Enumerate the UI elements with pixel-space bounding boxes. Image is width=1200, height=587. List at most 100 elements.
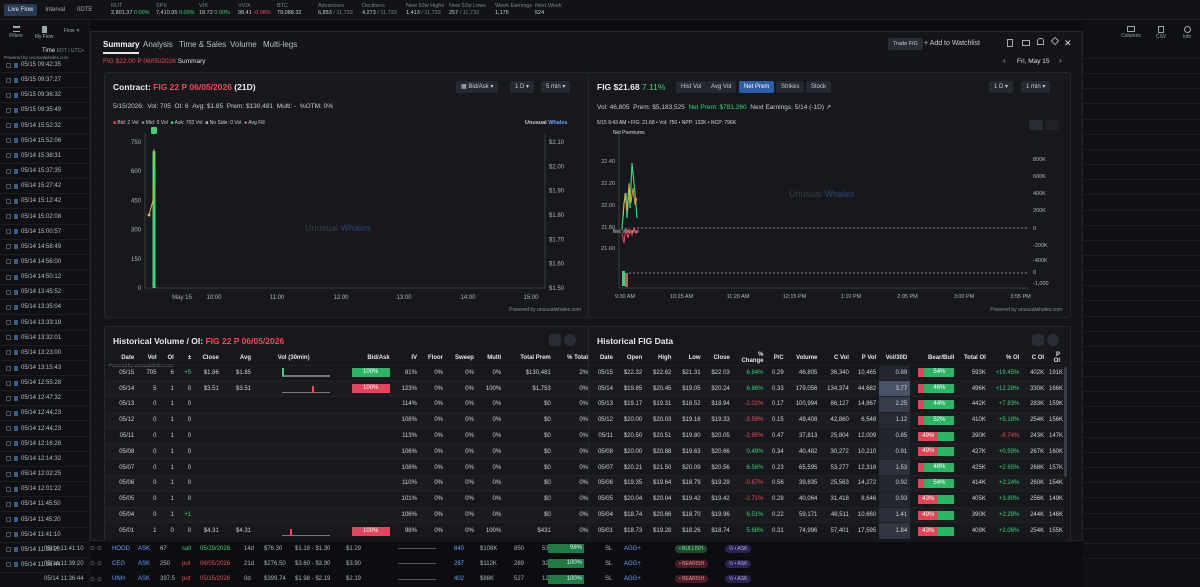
- bookmark-icon[interactable]: [6, 562, 11, 568]
- flow-time-row[interactable]: 05/14 12:01:22: [0, 482, 90, 498]
- flow-button[interactable]: Flow ✕: [58, 28, 86, 34]
- close-icon[interactable]: ✕: [75, 28, 81, 34]
- ticker-item-btc[interactable]: BTC 79,088.32: [277, 3, 301, 17]
- document-icon[interactable]: [14, 486, 18, 492]
- table-row[interactable]: 05/14 $19.85 $20.45 $19.05 $20.24 6.86% 0.33 17…: [589, 380, 1063, 397]
- table-row[interactable]: 05/12 $20.00 $20.03 $19.16 $19.33 -3.59% 0.15 4…: [589, 411, 1063, 429]
- column-header[interactable]: C Vol: [833, 354, 849, 361]
- external-link-icon[interactable]: ↗: [825, 104, 832, 111]
- column-header[interactable]: OI: [167, 354, 174, 361]
- document-icon[interactable]: [14, 198, 18, 204]
- column-header[interactable]: Floor: [427, 354, 443, 361]
- document-icon[interactable]: [14, 107, 18, 113]
- interval-select[interactable]: 5 min ▾: [541, 81, 571, 93]
- collapse-icon[interactable]: [1047, 334, 1059, 346]
- document-icon[interactable]: [14, 153, 18, 159]
- bookmark-icon[interactable]: [6, 486, 11, 492]
- column-header[interactable]: Total Prem: [520, 354, 551, 361]
- ticker-item-next-week[interactable]: Next Week 524: [535, 3, 562, 17]
- document-icon[interactable]: [14, 517, 18, 522]
- prev-day-icon[interactable]: ‹: [1003, 56, 1006, 65]
- document-icon[interactable]: [14, 365, 18, 371]
- stock-range-select[interactable]: 1 D ▾: [989, 81, 1014, 93]
- flow-time-row[interactable]: 05/14 12:44:23: [0, 422, 90, 437]
- table-row[interactable]: 05/11 0 1 0 113% 0% 0% 0% $0 0%: [105, 427, 589, 444]
- document-icon[interactable]: [14, 92, 18, 98]
- line-chart-toggle-icon[interactable]: [1029, 120, 1043, 130]
- bookmark-icon[interactable]: [6, 77, 11, 83]
- column-header[interactable]: Vol/30D: [885, 354, 908, 361]
- bookmark-icon[interactable]: [6, 350, 11, 356]
- date-selector[interactable]: Fri, May 15: [1017, 58, 1050, 65]
- document-icon[interactable]: [14, 138, 18, 144]
- table-row[interactable]: 05/13 $19.17 $19.31 $18.52 $18.94 -2.02% 0.17 1…: [589, 396, 1063, 413]
- column-header[interactable]: IV: [411, 354, 417, 361]
- live-flow-tab[interactable]: Live Flow: [4, 3, 38, 16]
- document-icon[interactable]: [14, 441, 18, 447]
- close-modal-icon[interactable]: ✕: [1064, 38, 1072, 48]
- table-row[interactable]: 05/06 0 1 0 110% 0% 0% 0% $0 0%: [105, 475, 589, 492]
- document-icon[interactable]: [14, 214, 18, 219]
- flow-time-row[interactable]: 05/14 14:50:12: [0, 270, 90, 286]
- bookmark-icon[interactable]: [6, 244, 11, 250]
- bookmark-icon[interactable]: [6, 335, 11, 341]
- document-icon[interactable]: [14, 350, 18, 356]
- contract-volume-chart[interactable]: Unusual Whales 0 150 300 450 600 750 $1.50 $1.6…: [105, 123, 591, 303]
- table-row[interactable]: 05/08 $20.00 $20.88 $19.63 $20.66 0.49% 0.34 40…: [589, 443, 1063, 460]
- flow-time-row[interactable]: 05/14 11:45:20: [0, 513, 90, 528]
- document-icon[interactable]: [14, 244, 18, 250]
- ticker-item-vix[interactable]: VIX 18.72 0.00%: [199, 3, 230, 17]
- column-header[interactable]: % OI: [1006, 354, 1020, 361]
- flow-time-row[interactable]: 05/14 13:32:01: [0, 331, 90, 346]
- filters-button[interactable]: Filters: [2, 24, 30, 39]
- document-icon[interactable]: [14, 395, 18, 401]
- column-header[interactable]: Vol: [147, 354, 157, 361]
- interval-tab[interactable]: Interval: [45, 6, 66, 13]
- flow-time-row[interactable]: 05/15 09:35:49: [0, 103, 90, 119]
- info-button[interactable]: Info: [1175, 24, 1199, 40]
- column-header[interactable]: Sweep: [454, 354, 474, 361]
- trade-fig-button[interactable]: Trade FIG: [888, 38, 923, 50]
- document-icon[interactable]: [14, 168, 18, 174]
- bookmark-icon[interactable]: [6, 183, 11, 189]
- document-icon[interactable]: [14, 471, 18, 477]
- column-header[interactable]: Avg: [239, 354, 252, 361]
- calculator-icon[interactable]: [1007, 39, 1013, 47]
- flow-time-row[interactable]: 05/14 12:14:32: [0, 452, 90, 467]
- bookmark-icon[interactable]: [6, 259, 11, 265]
- 0dte-tab[interactable]: 0DTE: [77, 6, 93, 13]
- column-header[interactable]: Bid/Ask: [367, 354, 390, 361]
- document-icon[interactable]: [14, 320, 18, 326]
- bookmark-icon[interactable]: [6, 441, 11, 447]
- bookmark-icon[interactable]: [6, 274, 11, 280]
- flow-row[interactable]: 05/14 11:39:20 CEG ASK 250 put 06/05/2026 21d $…: [0, 556, 1083, 571]
- document-icon[interactable]: [14, 562, 18, 568]
- column-header[interactable]: Close: [202, 354, 219, 361]
- ticker-item-new-52w-highs[interactable]: New 52w Highs 1,413 / 11,733: [406, 3, 444, 17]
- bookmark-icon[interactable]: [6, 517, 11, 522]
- flow-time-row[interactable]: 05/14 13:45:52: [0, 285, 90, 301]
- candle-chart-toggle-icon[interactable]: [1045, 120, 1059, 130]
- column-header[interactable]: P Vol: [861, 354, 877, 361]
- column-header[interactable]: Vol (30min): [277, 354, 310, 361]
- bookmark-icon[interactable]: [6, 168, 11, 174]
- document-icon[interactable]: [14, 77, 18, 83]
- flow-time-row[interactable]: 05/14 11:39:20: [0, 543, 90, 558]
- table-row[interactable]: 05/15 705 6 +5 $1.86 $1.85 100% 81% 0% 0% 0% $130,4…: [105, 364, 589, 381]
- time-column-header[interactable]: Time EDT / UTC+: [42, 48, 85, 54]
- table-settings-icon[interactable]: [1032, 334, 1044, 346]
- flow-time-row[interactable]: 05/14 15:52:06: [0, 134, 90, 149]
- bookmark-icon[interactable]: [6, 92, 11, 98]
- column-header[interactable]: P/C: [773, 354, 784, 361]
- flow-time-row[interactable]: 05/14 15:27:42: [0, 179, 90, 195]
- tab-summary[interactable]: Summary: [103, 40, 140, 54]
- document-icon[interactable]: [14, 229, 18, 235]
- table-row[interactable]: 05/01 $18.73 $19.28 $18.26 $18.74 5.68% 0.31 74…: [589, 522, 1063, 539]
- document-icon[interactable]: [14, 259, 18, 265]
- flow-time-row[interactable]: 05/14 14:56:00: [0, 255, 90, 270]
- flow-time-row[interactable]: 05/14 15:00:57: [0, 225, 90, 240]
- bookmark-icon[interactable]: [6, 456, 11, 462]
- flow-row[interactable]: 05/14 11:41:10 HOOD ASK 67 call 05/29/2026 14d…: [0, 541, 1083, 556]
- bookmark-icon[interactable]: [6, 380, 11, 386]
- bookmark-icon[interactable]: [6, 229, 11, 235]
